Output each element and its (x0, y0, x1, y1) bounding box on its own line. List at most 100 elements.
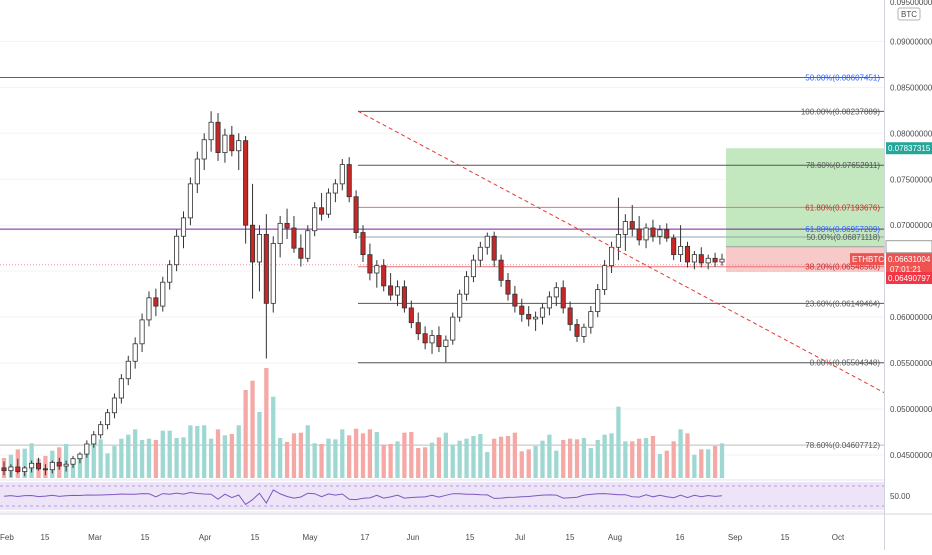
candle-up (77, 453, 83, 460)
volume-bar (388, 444, 393, 478)
x-tick-label: 15 (251, 533, 260, 542)
volume-bar (671, 441, 676, 478)
volume-bar (374, 432, 379, 478)
candle-down (153, 297, 159, 307)
volume-bar (533, 446, 538, 478)
volume-bar (595, 440, 600, 478)
candle-up (125, 360, 131, 380)
volume-bar (574, 439, 580, 478)
volume-bar (547, 434, 552, 478)
candle-up (588, 311, 594, 328)
candle-down (319, 207, 325, 215)
y-tick-label: 0.07500000 (890, 175, 932, 184)
volume-bar (409, 432, 414, 478)
candle-up (63, 463, 69, 467)
candle-down (1, 467, 7, 472)
countdown-label: 07:01:21 (890, 265, 922, 274)
volume-bar (326, 438, 331, 478)
volume-bar (167, 430, 172, 478)
x-tick-label: Mar (88, 533, 102, 542)
volume-bar (264, 368, 269, 478)
trendline (357, 110, 885, 393)
volume-bar (257, 412, 262, 478)
volume-bar (319, 444, 324, 478)
stop-price-tag-label: 0.06490797 (888, 274, 931, 283)
fib-level-label: 50.00%(0.08607451) (805, 73, 880, 82)
volume-bar (567, 438, 573, 478)
volume-bar (126, 434, 131, 478)
x-tick-label: Jun (407, 533, 420, 542)
volume-bar (609, 433, 614, 478)
candle-up (484, 235, 490, 248)
volume-bar (208, 438, 214, 478)
x-tick-label: May (302, 533, 317, 542)
x-tick-label: 15 (566, 533, 575, 542)
volume-bar (588, 448, 593, 478)
candle-down (353, 196, 359, 233)
candle-up (719, 258, 725, 263)
candle-up (450, 316, 456, 341)
entry-price-tag (885, 240, 932, 254)
candle-up (470, 259, 477, 278)
candle-up (622, 221, 628, 235)
candle-up (705, 257, 711, 264)
candle-down (284, 222, 290, 229)
candle-down (491, 235, 497, 261)
volume-bar (139, 440, 145, 478)
candle-up (160, 281, 166, 307)
fib-level-label: 61.80%(0.07193676) (805, 203, 880, 212)
rsi-tick-label: 50.00 (890, 492, 911, 501)
volume-bar (416, 448, 421, 478)
candle-up (339, 164, 345, 185)
volume-bar (119, 438, 124, 478)
volume-bar (526, 449, 531, 478)
candle-down (512, 293, 518, 307)
volume-bar (429, 442, 435, 478)
candle-up (256, 234, 262, 263)
x-tick-label: Oct (832, 533, 845, 542)
volume-bar (284, 442, 290, 478)
candle-up (49, 461, 55, 471)
candle-up (477, 246, 483, 261)
last-price-tag (886, 253, 932, 276)
candle-down (636, 228, 642, 241)
candle-down (388, 285, 394, 296)
fib-level-label: 23.60%(0.06149464) (805, 299, 880, 308)
candle-down (698, 254, 704, 264)
volume-bar (664, 450, 669, 478)
volume-bar (271, 396, 276, 478)
candle-down (298, 247, 304, 259)
candle-down (263, 234, 269, 304)
volume-bar (554, 450, 559, 478)
y-tick-label: 0.08000000 (890, 129, 932, 138)
fib-level-label: 78.60%(0.04607712) (805, 441, 880, 450)
volume-bar (692, 454, 697, 478)
fib-level-label: 61.80%(0.06957209) (805, 225, 880, 234)
x-tick-label: 15 (41, 533, 50, 542)
candle-up (236, 140, 242, 152)
candle-down (408, 307, 414, 324)
y-tick-label: 0.09000000 (890, 37, 932, 46)
candle-up (581, 326, 587, 337)
candle-up (70, 458, 76, 465)
x-tick-label: 16 (676, 533, 685, 542)
candle-down (436, 335, 442, 347)
volume-bar (367, 429, 373, 478)
volume-bar (236, 425, 241, 478)
candle-up (312, 207, 318, 232)
volume-bar (174, 438, 179, 478)
volume-bar (298, 432, 304, 478)
x-tick-label: 15 (141, 533, 150, 542)
volume-bar (305, 425, 310, 478)
volume-bar (637, 438, 642, 478)
volume-bar (630, 441, 635, 478)
volume-bar (333, 439, 338, 478)
currency-badge (897, 7, 921, 21)
volume-bar (160, 430, 165, 478)
fib-level-label: 100.00%(0.08237889) (801, 107, 881, 116)
volume-bar (381, 444, 386, 478)
volume-bar (195, 426, 200, 478)
volume-bar (340, 429, 345, 478)
